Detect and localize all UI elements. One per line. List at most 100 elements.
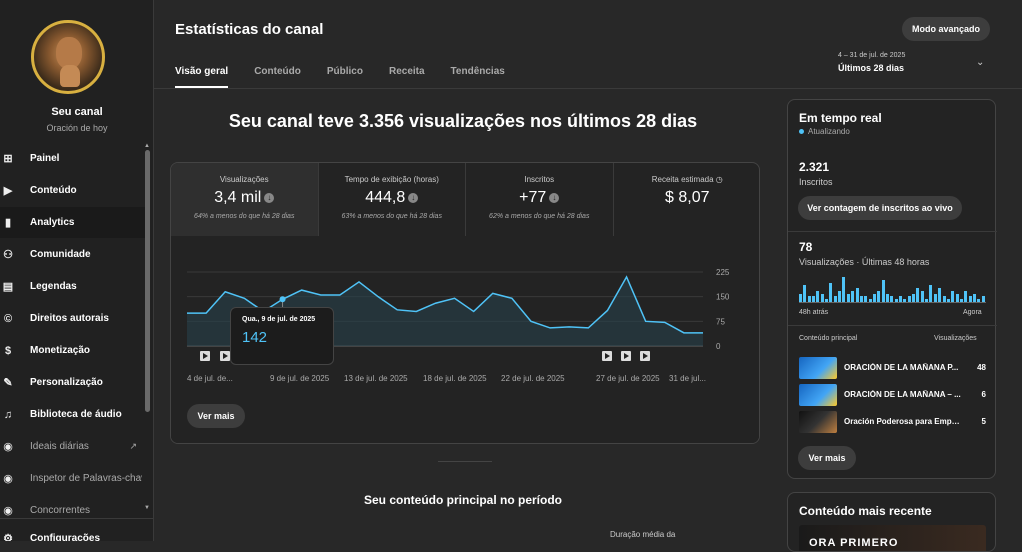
realtime-bar xyxy=(885,293,889,302)
metric-value: +77 ↓ xyxy=(466,189,613,207)
sidebar-item-label: Biblioteca de áudio xyxy=(30,409,122,420)
y-tick-label: 150 xyxy=(716,293,730,302)
play-icon xyxy=(624,353,629,359)
scroll-down-icon[interactable]: ▼ xyxy=(144,505,150,511)
sidebar-item-label: Configurações xyxy=(30,533,101,541)
metric-label: Inscritos xyxy=(524,175,555,184)
date-range[interactable]: 4 – 31 de jul. de 2025 xyxy=(838,52,906,59)
live-dot-icon xyxy=(799,129,804,134)
see-more-button[interactable]: Ver mais xyxy=(187,404,245,428)
competitors-icon: ◉ xyxy=(3,505,13,517)
y-tick-label: 225 xyxy=(716,268,730,277)
header-divider xyxy=(154,88,1022,89)
realtime-bar xyxy=(872,293,876,302)
realtime-bar xyxy=(838,290,842,302)
sidebar-item-configuracoes[interactable]: ⚙ Configurações xyxy=(0,523,145,541)
top-content-header: Conteúdo principal xyxy=(799,335,858,342)
arrow-down-icon: ↓ xyxy=(549,192,560,203)
top-video-row[interactable]: ORACIÓN DE LA MAÑANA P... 48 xyxy=(799,357,986,379)
sidebar-item-concorrentes[interactable]: ◉ Concorrentes xyxy=(0,495,145,526)
chart-area: 225 150 75 0 4 de jul. de... 9 de jul. de 202… xyxy=(171,236,759,443)
play-icon xyxy=(605,353,610,359)
realtime-see-more-button[interactable]: Ver mais xyxy=(798,446,856,470)
realtime-bar xyxy=(803,285,807,302)
realtime-card: Em tempo real Atualizando 2.321 Inscrito… xyxy=(787,99,997,479)
avatar-face xyxy=(56,37,82,69)
sidebar-item-painel[interactable]: ⊞ Painel xyxy=(0,143,145,174)
realtime-views-label: Visualizações · Últimas 48 horas xyxy=(799,257,930,267)
realtime-bar xyxy=(959,299,963,302)
realtime-bar-chart[interactable] xyxy=(799,276,986,303)
realtime-title: Em tempo real xyxy=(799,111,882,125)
metric-label: Visualizações xyxy=(219,175,269,184)
realtime-bar xyxy=(855,288,859,302)
chevron-down-icon[interactable]: ⌄ xyxy=(976,57,985,68)
video-thumbnail xyxy=(799,384,837,406)
realtime-bar xyxy=(916,288,920,302)
sidebar-item-monetizacao[interactable]: $ Monetização xyxy=(0,335,145,366)
tab-publico[interactable]: Público xyxy=(326,66,363,77)
tab-visao-geral[interactable]: Visão geral xyxy=(175,66,229,88)
sidebar-item-conteudo[interactable]: ▶ Conteúdo xyxy=(0,175,145,206)
x-tick-label: 31 de jul... xyxy=(669,374,706,383)
sidebar-item-direitos[interactable]: © Direitos autorais xyxy=(0,303,145,334)
channel-avatar[interactable] xyxy=(31,20,105,94)
video-title: ORACIÓN DE LA MAÑANA – ... xyxy=(844,390,961,399)
advanced-mode-button[interactable]: Modo avançado xyxy=(902,17,990,41)
subtitles-icon: ▤ xyxy=(2,281,14,293)
views-column-header: Visualizações xyxy=(934,335,977,342)
sidebar-item-label: Legendas xyxy=(30,281,77,292)
scroll-up-icon[interactable]: ▲ xyxy=(144,143,150,149)
realtime-bar xyxy=(903,299,907,302)
metric-value: 444,8 ↓ xyxy=(319,189,466,207)
metric-views[interactable]: Visualizações 3,4 mil ↓ 64% a menos do qu… xyxy=(171,163,319,236)
x-tick-label: 13 de jul. de 2025 xyxy=(344,374,408,383)
realtime-bar xyxy=(894,299,898,302)
video-views: 5 xyxy=(981,417,986,426)
data-point xyxy=(279,296,286,303)
metric-subscribers[interactable]: Inscritos +77 ↓ 62% a menos do que há 28 … xyxy=(466,163,614,236)
arrow-down-icon: ↓ xyxy=(408,192,419,203)
tab-tendencias[interactable]: Tendências xyxy=(450,66,505,77)
keyword-inspector-icon: ◉ xyxy=(3,473,13,485)
customization-icon: ✎ xyxy=(3,377,13,389)
sidebar-item-inspetor[interactable]: ◉ Inspetor de Palavras-chav xyxy=(0,463,145,494)
page-title: Estatísticas do canal xyxy=(175,21,324,38)
realtime-bar xyxy=(912,293,916,302)
video-title: ORACIÓN DE LA MAÑANA P... xyxy=(844,363,959,372)
thumbnail-text: ORA PRIMERO xyxy=(809,537,899,549)
community-icon: ⚇ xyxy=(3,249,13,261)
tab-receita[interactable]: Receita xyxy=(388,66,425,77)
sidebar-scrollbar[interactable] xyxy=(145,150,150,412)
realtime-bar xyxy=(933,293,937,302)
sidebar-item-personalizacao[interactable]: ✎ Personalização xyxy=(0,367,145,398)
sidebar-item-analytics[interactable]: ▮ Analytics xyxy=(0,207,145,238)
tooltip-value: 142 xyxy=(242,329,268,346)
realtime-bar xyxy=(846,293,850,302)
top-video-row[interactable]: ORACIÓN DE LA MAÑANA – ... 6 xyxy=(799,384,986,406)
y-tick-label: 75 xyxy=(716,317,725,326)
sidebar-item-legendas[interactable]: ▤ Legendas xyxy=(0,271,145,302)
realtime-bar xyxy=(899,296,903,302)
metric-note: 63% a menos do que há 28 dias xyxy=(341,213,442,220)
y-tick-label: 0 xyxy=(716,342,721,351)
metric-tabs: Visualizações 3,4 mil ↓ 64% a menos do qu… xyxy=(171,163,760,236)
sidebar-item-biblioteca[interactable]: ♫ Biblioteca de áudio xyxy=(0,399,145,430)
channel-name: Seu canal xyxy=(51,106,103,118)
recent-video-thumbnail[interactable]: ORA PRIMERO xyxy=(799,525,986,551)
realtime-bar xyxy=(881,279,885,302)
live-subscriber-count-button[interactable]: Ver contagem de inscritos ao vivo xyxy=(798,196,962,220)
tab-conteudo[interactable]: Conteúdo xyxy=(254,66,301,77)
sidebar-item-label: Concorrentes xyxy=(30,505,91,516)
top-video-row[interactable]: Oración Poderosa para Empe... 5 xyxy=(799,411,986,433)
realtime-subscribers: 2.321 xyxy=(799,160,830,174)
metric-watch-time[interactable]: Tempo de exibição (horas) 444,8 ↓ 63% a m… xyxy=(319,163,466,236)
play-icon xyxy=(203,353,208,359)
realtime-bar xyxy=(864,296,868,302)
video-thumbnail xyxy=(799,357,837,379)
sidebar-item-ideais[interactable]: ◉ Ideais diárias ↗ xyxy=(0,431,145,462)
sidebar-item-comunidade[interactable]: ⚇ Comunidade xyxy=(0,239,145,270)
metric-revenue[interactable]: Receita estimada ◷ $ 8,07 xyxy=(614,163,760,236)
realtime-bar xyxy=(877,290,881,302)
date-period-label[interactable]: Últimos 28 dias xyxy=(838,63,905,73)
